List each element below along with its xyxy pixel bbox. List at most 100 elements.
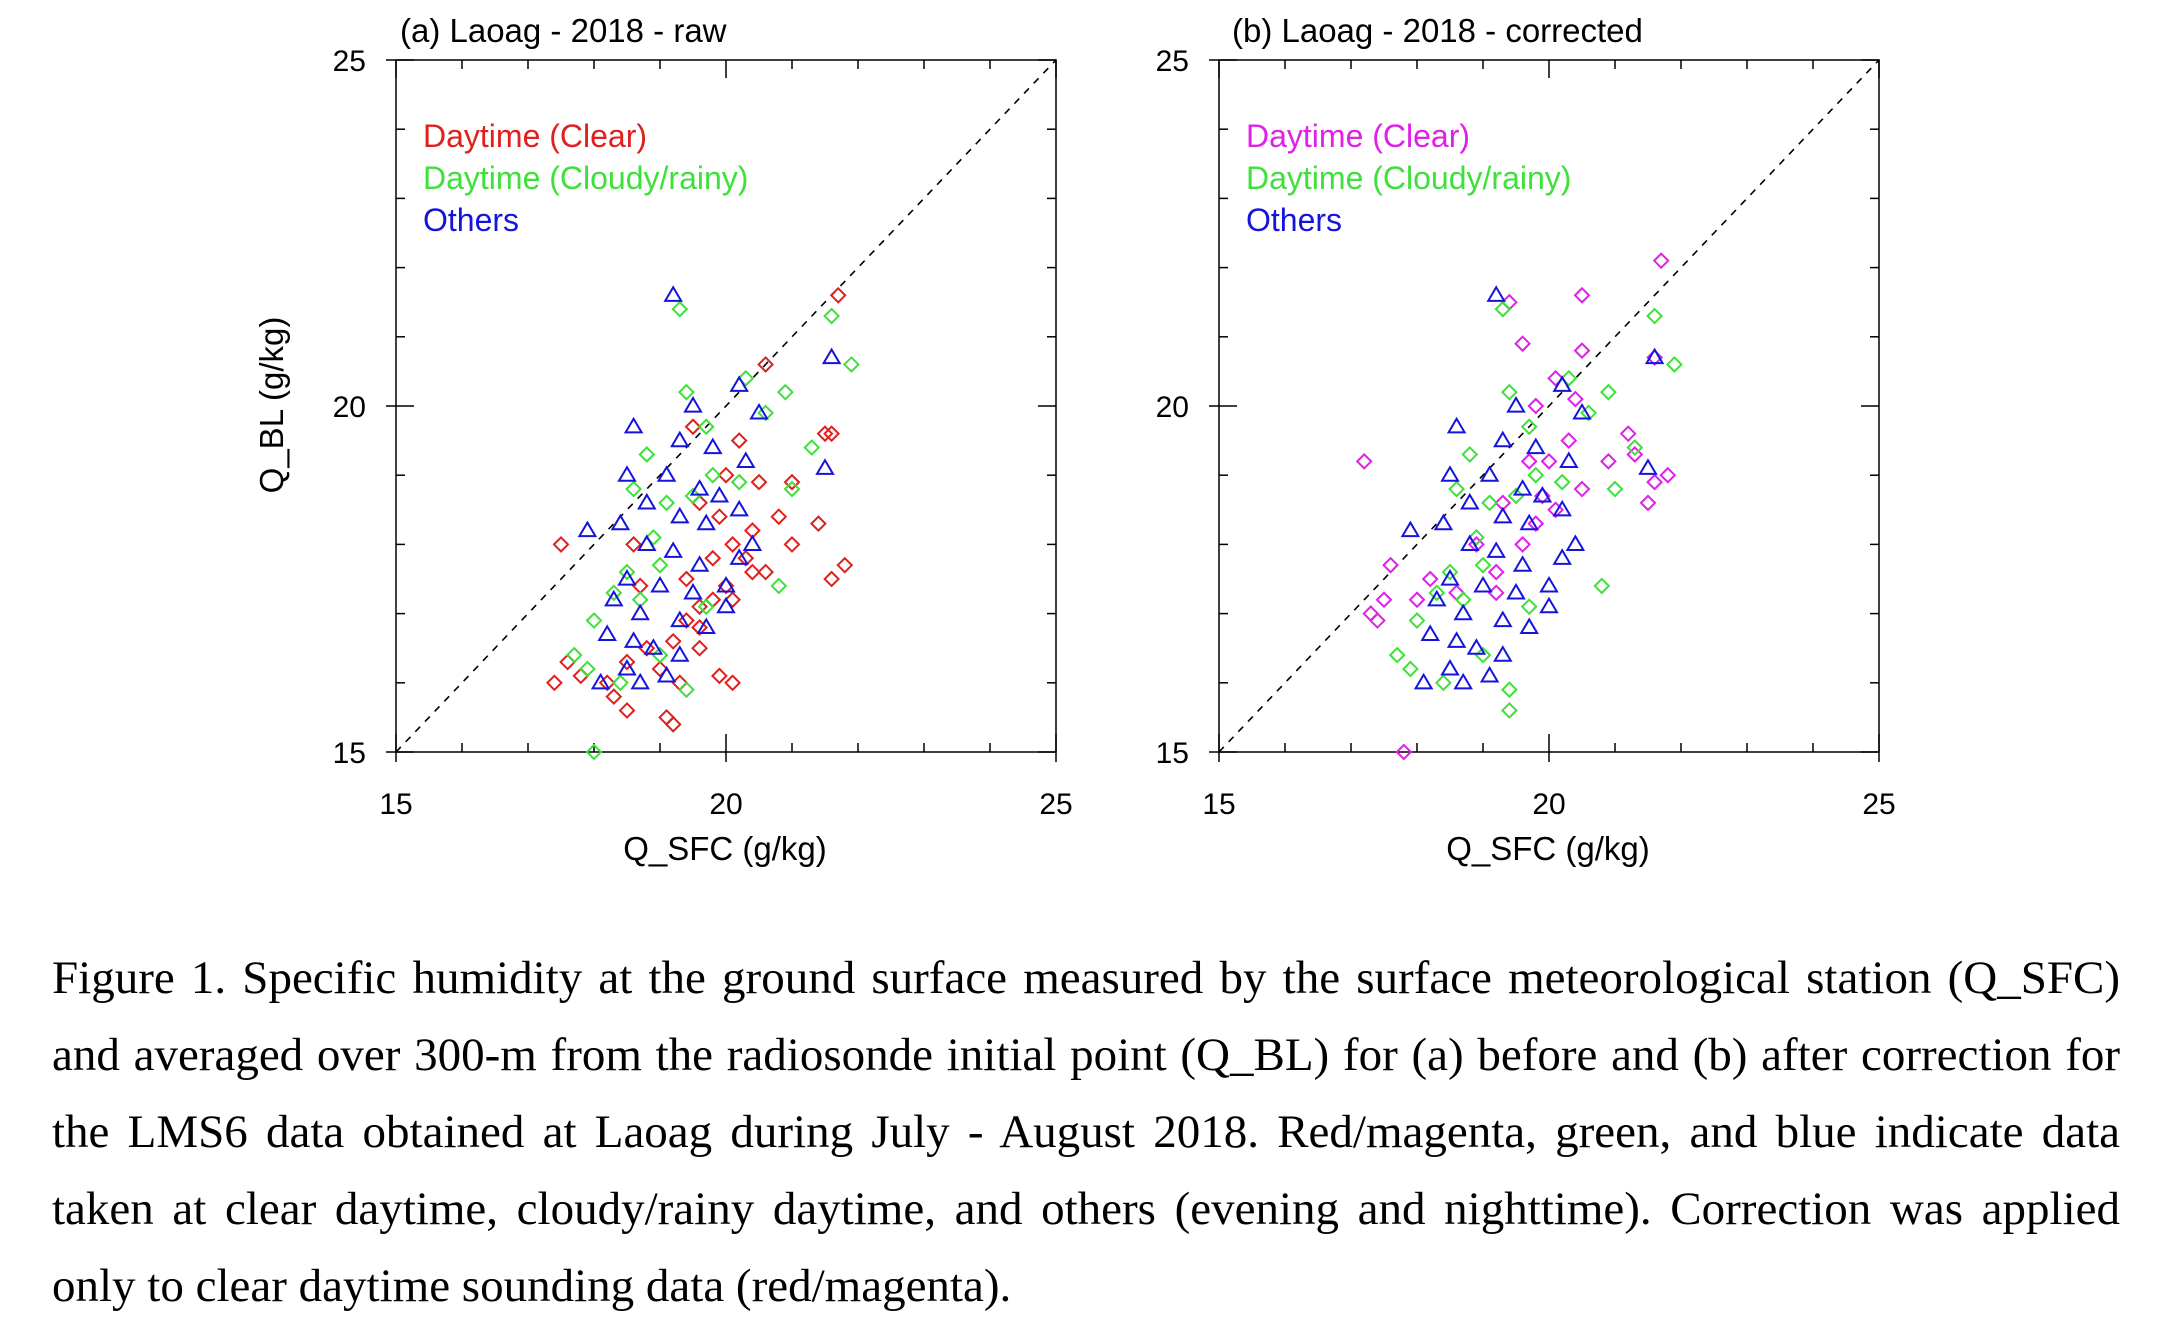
x-tick-label: 25: [1862, 788, 1895, 821]
data-point: [704, 591, 722, 609]
data-point: [604, 589, 624, 607]
data-point: [638, 446, 656, 463]
data-point: [1474, 556, 1492, 574]
data-point: [597, 624, 617, 641]
x-tick-label: 20: [1532, 788, 1565, 821]
figure: (a) Laoag - 2018 - raw Q_BL (g/kg) Q_SFC…: [253, 12, 1896, 867]
data-point: [717, 577, 735, 595]
data-point: [815, 458, 835, 475]
data-point: [1566, 390, 1584, 408]
data-point: [737, 549, 755, 567]
panel-b-title: (b) Laoag - 2018 - corrected: [1232, 12, 1643, 49]
data-point: [1487, 584, 1505, 602]
data-point: [689, 479, 710, 496]
data-point: [618, 653, 636, 671]
data-point: [670, 430, 690, 448]
data-point: [578, 660, 596, 678]
data-point: [757, 404, 775, 422]
data-point: [559, 653, 577, 671]
x-tick-label: 25: [1039, 788, 1072, 821]
data-point: [1382, 556, 1400, 574]
data-point: [1626, 439, 1644, 456]
data-point: [1539, 596, 1559, 614]
data-point: [1652, 252, 1670, 270]
data-point: [757, 563, 775, 581]
data-point: [689, 555, 710, 572]
panel-a-legend-cloudy: Daytime (Cloudy/rainy): [423, 160, 748, 196]
data-point: [1626, 446, 1644, 463]
data-point: [1401, 660, 1419, 678]
data-point: [684, 418, 702, 436]
data-point: [1461, 446, 1479, 463]
panel-a-legend-others: Others: [423, 202, 519, 238]
data-point: [730, 432, 748, 450]
data-point: [704, 549, 722, 567]
y-tick-label: 20: [333, 391, 366, 424]
data-point: [1493, 506, 1513, 524]
data-point: [651, 660, 669, 678]
panel-b-xlabel: Q_SFC (g/kg): [1446, 830, 1650, 867]
data-point: [663, 285, 683, 302]
data-point: [1619, 425, 1637, 443]
data-point: [663, 541, 683, 558]
data-point: [1527, 515, 1545, 533]
data-point: [577, 520, 598, 538]
data-point: [610, 513, 631, 531]
data-point: [1646, 349, 1664, 366]
panel-b-legend-clear: Daytime (Clear): [1246, 118, 1470, 154]
data-point: [716, 575, 736, 593]
one-to-one-line: [1218, 59, 1880, 753]
figure-svg: (a) Laoag - 2018 - raw Q_BL (g/kg) Q_SFC…: [253, 12, 1896, 867]
data-point: [1533, 487, 1551, 505]
data-point: [1479, 665, 1500, 683]
data-point: [1375, 591, 1393, 609]
data-point: [572, 667, 590, 685]
data-point: [729, 375, 749, 392]
data-point: [1486, 285, 1506, 302]
data-point: [1420, 624, 1440, 641]
data-point: [691, 598, 709, 616]
data-point: [1520, 452, 1538, 470]
data-point: [1638, 458, 1658, 475]
data-point: [704, 466, 722, 484]
panel-b: (b) Laoag - 2018 - corrected Q_SFC (g/kg…: [1156, 12, 1896, 867]
data-point: [644, 529, 662, 546]
y-tick-label: 25: [1156, 45, 1189, 78]
data-point: [1466, 638, 1487, 655]
data-point: [1479, 465, 1500, 482]
data-point: [757, 356, 775, 373]
data-point: [1500, 681, 1518, 699]
data-point: [710, 508, 728, 526]
panel-a: (a) Laoag - 2018 - raw Q_BL (g/kg) Q_SFC…: [253, 12, 1073, 867]
data-point: [1573, 342, 1591, 360]
data-point: [1408, 612, 1426, 629]
data-point: [585, 743, 603, 761]
data-point: [1453, 672, 1473, 690]
data-point: [1552, 375, 1572, 392]
data-point: [717, 466, 735, 484]
data-point: [664, 632, 682, 650]
data-point: [1434, 674, 1452, 692]
data-point: [803, 439, 821, 456]
data-point: [1520, 598, 1538, 616]
data-point: [1440, 465, 1460, 482]
data-point: [677, 681, 695, 699]
data-point: [1395, 743, 1413, 761]
data-point: [1665, 356, 1683, 373]
y-tick-label: 20: [1156, 391, 1189, 424]
data-point: [1519, 513, 1539, 531]
data-point: [729, 548, 749, 565]
data-point: [696, 513, 716, 531]
data-point: [709, 485, 730, 503]
series-daytime-cloudy-rainy-: [565, 300, 860, 761]
data-point: [605, 688, 623, 706]
data-point: [1552, 499, 1572, 517]
data-point: [1467, 529, 1485, 546]
data-point: [823, 425, 841, 443]
data-point: [1506, 582, 1526, 600]
data-point: [630, 603, 650, 621]
data-point: [1532, 485, 1553, 503]
panel-b-legend-cloudy: Daytime (Cloudy/rainy): [1246, 160, 1571, 196]
data-point: [724, 674, 742, 692]
data-point: [670, 506, 690, 524]
